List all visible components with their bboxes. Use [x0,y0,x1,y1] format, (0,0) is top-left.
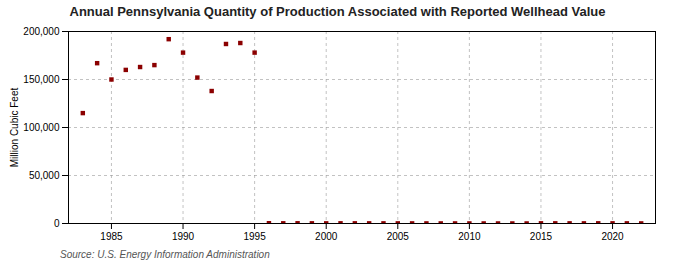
svg-text:150,000: 150,000 [23,74,60,85]
svg-text:100,000: 100,000 [23,122,60,133]
svg-text:200,000: 200,000 [23,26,60,37]
html-text:Source: U.S. Energy Informatio: Source: U.S. Energy Information Administ… [60,249,270,260]
svg-text:0: 0 [54,218,60,229]
svg-text:1990: 1990 [172,231,195,242]
svg-text:1985: 1985 [100,231,123,242]
html-text:Annual Pennsylvania Quantity o: Annual Pennsylvania Quantity of Producti… [69,4,606,19]
svg-text:1995: 1995 [243,231,266,242]
svg-text:2010: 2010 [458,231,481,242]
svg-text:2015: 2015 [530,231,553,242]
svg-text:Million Cubic Feet: Million Cubic Feet [9,88,20,168]
svg-text:50,000: 50,000 [29,170,60,181]
svg-text:2020: 2020 [601,231,624,242]
svg-text:2000: 2000 [315,231,338,242]
svg-text:2005: 2005 [387,231,410,242]
